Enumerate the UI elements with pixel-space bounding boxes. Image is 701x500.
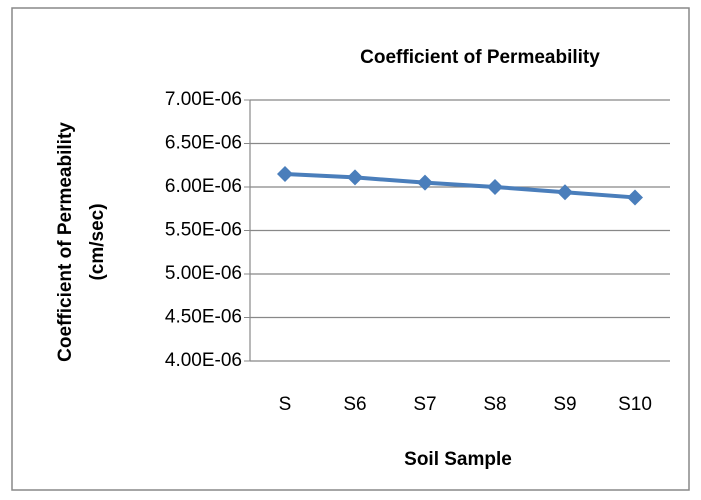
- data-point: [347, 169, 363, 186]
- x-tick-label: S6: [343, 394, 366, 415]
- x-tick-label: S: [279, 394, 292, 415]
- y-tick-label: 6.00E-06: [165, 176, 242, 197]
- x-tick-label: S10: [618, 394, 652, 415]
- data-line: [284, 171, 636, 200]
- y-tick-label: 5.00E-06: [165, 263, 242, 284]
- x-tick-label: S7: [413, 394, 436, 415]
- x-tick-label: S9: [553, 394, 576, 415]
- y-tick-label: 6.50E-06: [165, 133, 242, 154]
- data-point: [417, 174, 433, 191]
- y-axis-title: (cm/sec): [87, 203, 108, 280]
- y-tick-label: 4.00E-06: [165, 350, 242, 371]
- chart-title: Coefficient of Permeability: [360, 47, 600, 68]
- data-point: [627, 189, 643, 206]
- y-axis-title: Coefficient of Permeability: [55, 122, 76, 362]
- data-point: [557, 184, 573, 201]
- y-tick-label: 7.00E-06: [165, 89, 242, 110]
- chart-frame: [11, 7, 690, 491]
- y-tick-label: 4.50E-06: [165, 307, 242, 328]
- data-point: [277, 165, 293, 182]
- data-point: [487, 179, 503, 195]
- y-tick-label: 5.50E-06: [165, 220, 242, 241]
- x-axis-title: Soil Sample: [404, 449, 512, 470]
- x-tick-label: S8: [483, 394, 506, 415]
